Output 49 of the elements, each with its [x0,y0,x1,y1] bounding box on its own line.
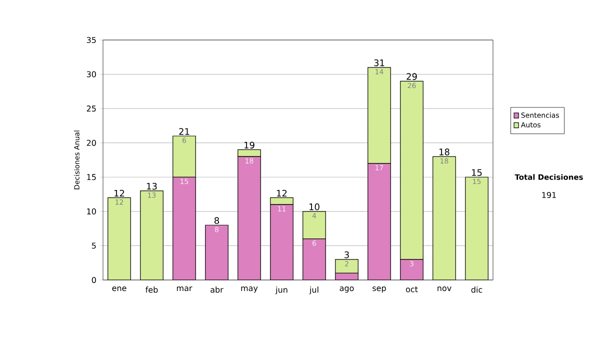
total-label: 21 [179,128,190,135]
y-tick-label: 20 [86,140,96,146]
x-tick-label: may [241,286,258,293]
bar [335,259,358,274]
total-label: 12 [277,190,287,197]
bar [108,197,131,280]
x-tick-label: nov [438,286,452,292]
total-label: 8 [214,217,220,224]
bar [238,156,261,280]
bar [432,156,456,280]
bar [270,204,294,280]
bar [302,211,326,240]
x-tick-label: sep [372,286,386,293]
y-tick-label: 5 [92,242,96,249]
total-label: 18 [440,148,450,156]
x-tick-label: ene [112,286,126,292]
total-label: 19 [244,142,254,149]
total-label: 12 [114,190,124,197]
total-label: 29 [406,73,417,80]
bar [172,136,196,178]
total-label: 3 [344,251,349,258]
total-label: 31 [374,59,384,66]
y-tick-label: 35 [86,36,96,44]
bar [302,238,326,280]
bar [400,259,424,280]
y-tick-label: 15 [87,174,96,180]
x-tick-label: ago [340,286,354,293]
x-tick-label: mar [176,286,192,292]
text: 191 [542,192,556,198]
x-tick-label: jul [309,286,318,294]
total-label: 13 [147,182,157,190]
y-tick-label: 25 [86,106,96,112]
x-tick-label: oct [406,286,418,292]
x-tick-label: jun [275,286,288,294]
y-tick-label: 30 [86,71,96,78]
total-label: 10 [310,203,320,210]
total-label: 15 [472,169,482,176]
bar [172,176,196,280]
bar [368,67,391,164]
y-tick-label: 10 [87,208,96,214]
bar [465,176,488,280]
x-tick-label: dic [471,286,482,293]
y-tick-label: 0 [92,276,96,284]
bar [205,224,228,280]
x-tick-label: abr [210,286,224,293]
bar [368,163,391,280]
bar [140,190,164,280]
bar [400,80,424,260]
x-tick-label: feb [146,286,158,293]
